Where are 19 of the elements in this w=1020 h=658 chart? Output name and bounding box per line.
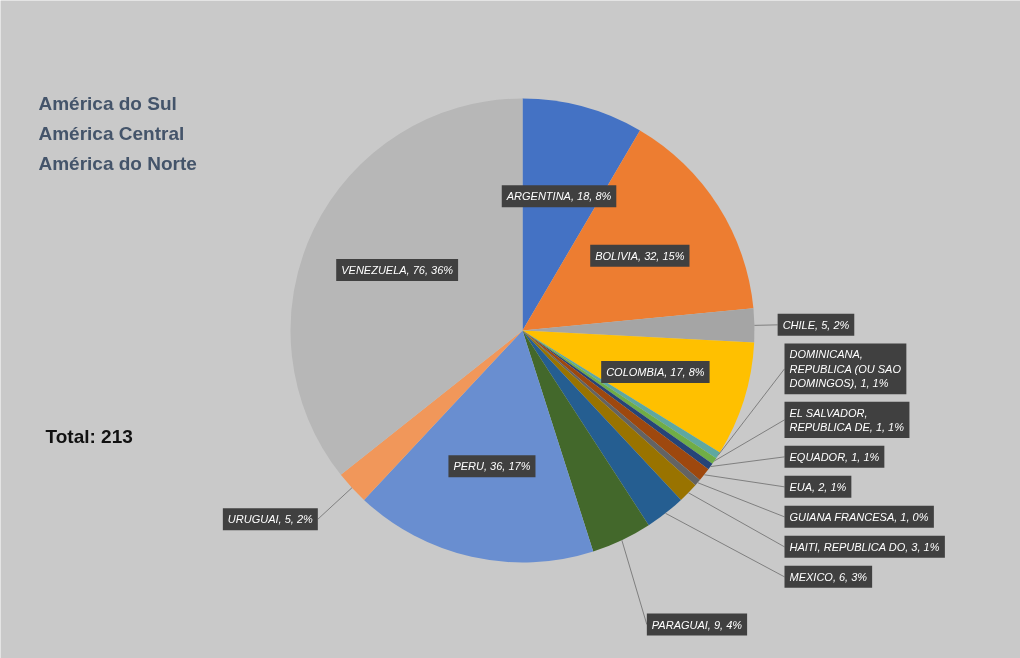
slice-label: PERU, 36, 17% [453, 460, 531, 473]
slice-label: PARAGUAI, 9, 4% [651, 618, 743, 631]
text: América Central [38, 122, 185, 144]
slice-label: GUIANA FRANCESA, 1, 0% [789, 510, 929, 523]
slice-label: COLOMBIA, 17, 8% [606, 365, 705, 378]
slice-label: BOLIVIA, 32, 15% [595, 249, 685, 262]
text: América do Sul [38, 92, 177, 114]
text: América do Norte [38, 152, 197, 174]
slice-label: CHILE, 5, 2% [782, 318, 850, 331]
slice-label: MEXICO, 6, 3% [789, 570, 868, 583]
slice-label: VENEZUELA, 76, 36% [341, 263, 454, 276]
slice-label: HAITI, REPUBLICA DO, 3, 1% [789, 540, 940, 553]
slice-label: EL SALVADOR, REPUBLICA DE, 1, 1% [789, 406, 905, 434]
slice-label: URUGUAI, 5, 2% [227, 513, 314, 526]
slice-label: DOMINICANA, REPUBLICA (OU SAO DOMINGOS), 1, 1% [789, 348, 902, 390]
slice-label: EQUADOR, 1, 1% [789, 450, 880, 463]
slice-label: ARGENTINA, 18, 8% [505, 190, 612, 203]
text: Total: 213 [45, 425, 133, 447]
slice-label: EUA, 2, 1% [789, 480, 847, 493]
